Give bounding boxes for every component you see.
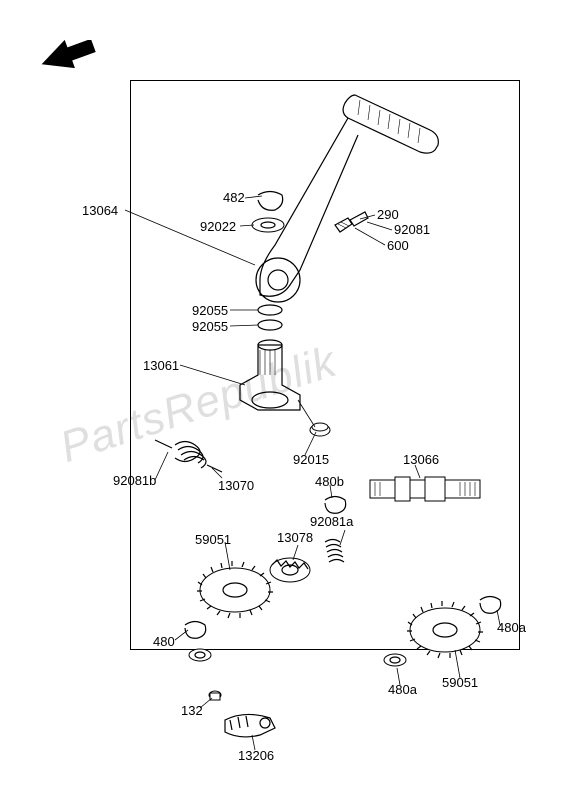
washer-480 xyxy=(189,649,211,661)
label-92081: 92081 xyxy=(394,222,430,237)
label-92022: 92022 xyxy=(200,219,236,234)
label-13064: 13064 xyxy=(82,203,118,218)
label-132: 132 xyxy=(181,703,203,718)
spring-92081a xyxy=(325,540,344,563)
label-480: 480 xyxy=(153,634,175,649)
label-480a2: 480a xyxy=(497,620,526,635)
label-290: 290 xyxy=(377,207,399,222)
washer-480a-1 xyxy=(384,654,406,666)
label-480b: 480b xyxy=(315,474,344,489)
oring-92055b xyxy=(258,320,282,330)
ratchet-13078 xyxy=(270,558,310,582)
lever-13206 xyxy=(225,714,275,736)
spring-13070 xyxy=(155,440,222,472)
kick-lever-part xyxy=(256,95,438,302)
label-600: 600 xyxy=(387,238,409,253)
label-92015: 92015 xyxy=(293,452,329,467)
label-13061: 13061 xyxy=(143,358,179,373)
label-13070: 13070 xyxy=(218,478,254,493)
circlip-480a-2 xyxy=(480,597,501,614)
label-92081a: 92081a xyxy=(310,514,353,529)
boss-13061 xyxy=(240,340,300,410)
oring-92055a xyxy=(258,305,282,315)
gear-59051-left xyxy=(197,561,273,618)
label-59051b: 59051 xyxy=(442,675,478,690)
label-13078: 13078 xyxy=(277,530,313,545)
washer-92022 xyxy=(252,218,284,232)
label-480a1: 480a xyxy=(388,682,417,697)
label-92055a: 92055 xyxy=(192,303,228,318)
label-13066: 13066 xyxy=(403,452,439,467)
label-482: 482 xyxy=(223,190,245,205)
exploded-diagram xyxy=(0,0,578,800)
gear-59051-right xyxy=(407,601,483,658)
snap-ring-482 xyxy=(258,192,283,211)
circlip-480b xyxy=(325,497,346,514)
label-92081b: 92081b xyxy=(113,473,156,488)
circlip-480 xyxy=(185,622,206,639)
shaft-13066 xyxy=(370,477,480,501)
label-59051: 59051 xyxy=(195,532,231,547)
label-13206: 13206 xyxy=(238,748,274,763)
label-92055b: 92055 xyxy=(192,319,228,334)
bolt-assembly xyxy=(335,212,368,232)
